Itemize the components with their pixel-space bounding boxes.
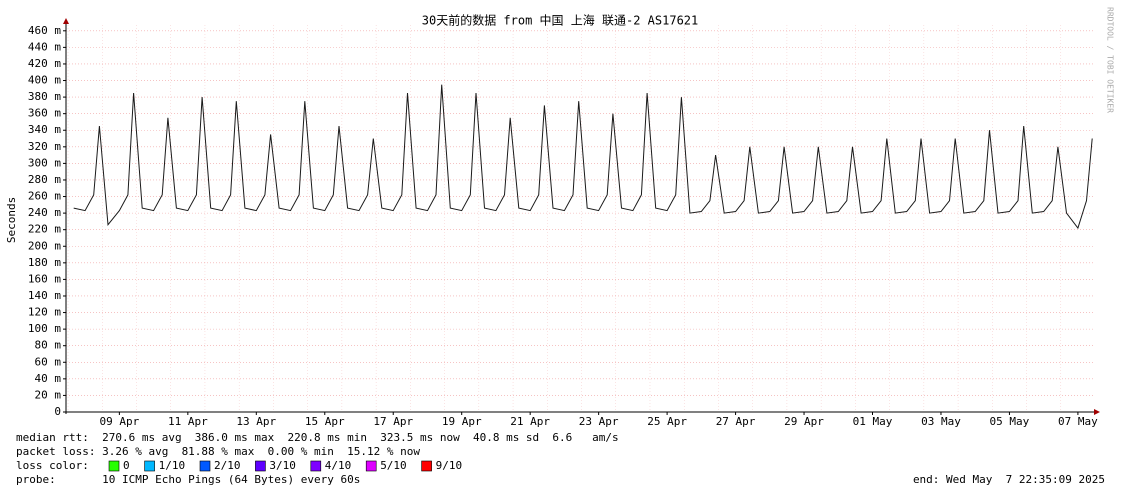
median-line — [73, 84, 1093, 230]
y-tick-label: 320 m — [28, 140, 61, 153]
axis-arrow — [63, 18, 69, 24]
y-tick-label: 460 m — [28, 24, 61, 37]
y-tick-label: 120 m — [28, 306, 61, 319]
y-tick-label: 340 m — [28, 123, 61, 136]
loss-color-swatch — [144, 460, 155, 472]
loss-color-swatch — [108, 460, 120, 472]
y-tick-label: 20 m — [35, 388, 62, 401]
y-tick-label: 160 m — [28, 272, 61, 285]
x-tick-label: 09 Apr — [99, 415, 139, 428]
x-tick-label: 03 May — [921, 415, 961, 428]
y-tick-label: 280 m — [28, 173, 61, 186]
x-tick-label: 01 May — [853, 415, 893, 428]
x-tick-label: 17 Apr — [373, 415, 413, 428]
probe-line: probe: 10 ICMP Echo Pings (64 Bytes) eve… — [16, 473, 360, 486]
loss-color-swatch — [421, 460, 432, 472]
x-tick-label: 27 Apr — [716, 415, 756, 428]
loss-color-swatch — [255, 460, 266, 472]
x-tick-label: 05 May — [990, 415, 1030, 428]
y-tick-label: 240 m — [28, 206, 61, 219]
x-tick-label: 21 Apr — [510, 415, 550, 428]
y-tick-label: 300 m — [28, 156, 61, 169]
y-tick-label: 200 m — [28, 239, 61, 252]
x-tick-label: 25 Apr — [647, 415, 687, 428]
y-tick-label: 100 m — [28, 322, 61, 335]
y-tick-label: 80 m — [35, 339, 62, 352]
y-tick-label: 180 m — [28, 256, 61, 269]
loss-color-item: 3/10 — [269, 459, 296, 472]
y-tick-label: 40 m — [35, 372, 62, 385]
stats-line: median rtt: 270.6 ms avg 386.0 ms max 22… — [16, 431, 619, 444]
y-tick-label: 220 m — [28, 223, 61, 236]
y-tick-label: 0 — [54, 405, 61, 418]
x-tick-label: 11 Apr — [168, 415, 208, 428]
loss-color-item: 4/10 — [325, 459, 352, 472]
x-tick-label: 15 Apr — [305, 415, 345, 428]
y-tick-label: 360 m — [28, 107, 61, 120]
y-tick-label: 420 m — [28, 57, 61, 70]
x-tick-label: 23 Apr — [579, 415, 619, 428]
loss-color-item: 9/10 — [436, 459, 463, 472]
loss-color-item: 1/10 — [159, 459, 186, 472]
loss-color-item: 2/10 — [214, 459, 241, 472]
loss-color-label: loss color: — [16, 459, 89, 472]
loss-color-item: 0 — [123, 459, 130, 472]
side-text: RRDTOOL / TOBI OETIKER — [1106, 7, 1115, 113]
y-tick-label: 60 m — [35, 355, 62, 368]
loss-color-swatch — [365, 460, 377, 472]
loss-color-item: 5/10 — [380, 459, 407, 472]
stats-line: packet loss: 3.26 % avg 81.88 % max 0.00… — [16, 445, 420, 458]
x-tick-label: 13 Apr — [236, 415, 276, 428]
end-line: end: Wed May 7 22:35:09 2025 — [913, 473, 1105, 486]
y-tick-label: 140 m — [28, 289, 61, 302]
y-tick-label: 380 m — [28, 90, 61, 103]
axis-arrow — [1094, 409, 1100, 415]
x-tick-label: 29 Apr — [784, 415, 824, 428]
y-tick-label: 440 m — [28, 40, 61, 53]
loss-color-swatch — [310, 460, 322, 472]
y-tick-label: 400 m — [28, 74, 61, 87]
x-tick-label: 07 May — [1058, 415, 1098, 428]
x-tick-label: 19 Apr — [442, 415, 482, 428]
loss-color-swatch — [199, 460, 211, 472]
y-tick-label: 260 m — [28, 190, 61, 203]
y-axis-label: Seconds — [5, 197, 18, 243]
chart-title: 30天前的数据 from 中国 上海 联通-2 AS17621 — [422, 13, 699, 28]
